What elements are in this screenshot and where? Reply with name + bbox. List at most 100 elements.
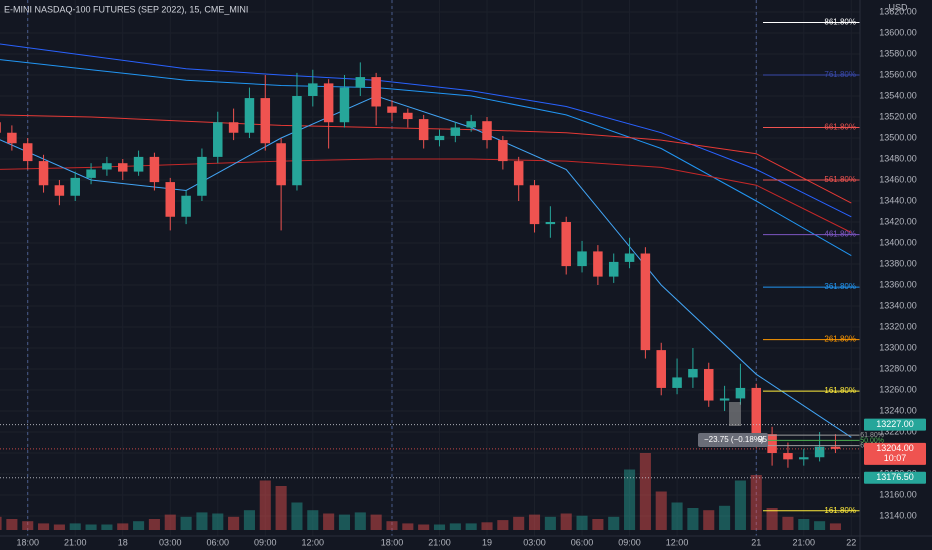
candle-body (7, 132, 17, 144)
y-tick-label: 13500.00 (879, 132, 917, 142)
candle-body (117, 163, 128, 172)
candle-body (276, 143, 286, 186)
fib-label: 50.00% (860, 437, 884, 444)
candle-body (529, 185, 540, 225)
volume-bar (687, 508, 699, 530)
x-tick-label: 12:00 (666, 537, 689, 547)
volume-bar (117, 523, 129, 530)
x-tick-label: 21:00 (64, 537, 87, 547)
volume-bar (544, 516, 556, 530)
y-tick-label: 13440.00 (879, 195, 917, 205)
candle-body (323, 83, 334, 123)
volume-bar (734, 480, 746, 530)
volume-bar (592, 519, 604, 530)
candle-body (593, 251, 603, 277)
volume-bar (85, 524, 97, 530)
volume-bar (513, 516, 525, 530)
y-tick-label: 13260.00 (879, 384, 917, 394)
x-tick-label: 12:00 (302, 537, 325, 547)
volume-bar (639, 453, 651, 530)
candle-body (577, 251, 587, 267)
volume-bar (164, 514, 176, 530)
x-tick-label: 09:00 (254, 537, 277, 547)
x-tick-label: 03:00 (523, 537, 546, 547)
price-badge-label: 13176.50 (876, 472, 914, 482)
candle-body (545, 222, 556, 225)
measure-tooltip (698, 433, 768, 447)
candle-body (767, 434, 777, 454)
x-tick-label: 18 (118, 537, 128, 547)
candle-body (434, 135, 445, 141)
y-tick-label: 13400.00 (879, 237, 917, 247)
candle-body (260, 98, 271, 144)
volume-bar (608, 516, 620, 530)
volume-bar (750, 475, 762, 530)
candle-body (86, 169, 96, 178)
fib-label: 261.80% (824, 335, 856, 344)
volume-bar (560, 513, 572, 530)
volume-bar (671, 502, 683, 530)
candle-body (244, 98, 255, 133)
fib-label: 761.80% (824, 70, 856, 79)
x-tick-label: 19 (482, 537, 492, 547)
volume-bar (798, 519, 810, 530)
fib-label: 861.80% (824, 18, 856, 27)
volume-bar (291, 502, 303, 530)
price-badge-sublabel: 10:07 (884, 453, 907, 463)
y-tick-label: 13220.00 (879, 426, 917, 436)
fib-label: 361.80% (824, 282, 856, 291)
y-tick-label: 13460.00 (879, 174, 917, 184)
volume-bar (53, 524, 65, 530)
volume-bar (354, 512, 366, 530)
candle-body (751, 387, 762, 435)
fib-label: 161.80% (824, 506, 856, 515)
volume-bar (703, 510, 715, 530)
volume-bar (433, 524, 446, 530)
candle-body (102, 163, 112, 170)
candle-body (672, 377, 682, 388)
y-tick-label: 13240.00 (879, 405, 917, 415)
candle-body (339, 87, 350, 123)
volume-bar (275, 486, 287, 530)
volume-bar (655, 491, 667, 530)
candle-body (466, 121, 476, 128)
candle-body (387, 106, 397, 113)
volume-bar (22, 521, 34, 530)
candle-body (703, 369, 714, 401)
y-tick-label: 13280.00 (879, 363, 917, 373)
candle-body (38, 161, 49, 186)
candle-body (228, 122, 239, 133)
volume-bar (449, 523, 461, 530)
volume-bar (101, 524, 113, 530)
candle-body (22, 143, 33, 162)
candle-body (608, 261, 619, 277)
y-tick-label: 13160.00 (879, 489, 917, 499)
y-tick-label: 13360.00 (879, 279, 917, 289)
candle-body (814, 446, 825, 458)
candle-body (482, 121, 492, 141)
volume-bar (481, 522, 493, 530)
candle-body (513, 161, 524, 186)
candle-body (0, 122, 1, 133)
volume-bar (528, 514, 541, 530)
y-tick-label: 13600.00 (879, 27, 917, 37)
chart-title: E-MINI NASDAQ-100 FUTURES (SEP 2022), 15… (4, 4, 248, 14)
candle-body (719, 398, 730, 401)
fib-label: 61.80% (860, 432, 884, 439)
x-tick-label: 21 (751, 537, 761, 547)
ma-line (0, 95, 852, 438)
volume-bar (782, 516, 794, 530)
ma-line (0, 43, 852, 218)
volume-bar (196, 512, 208, 530)
candle-body (830, 446, 841, 449)
candle-body (149, 156, 160, 183)
candle-body (735, 387, 746, 399)
volume-bar (624, 469, 636, 530)
candle-body (418, 119, 429, 141)
x-tick-label: 09:00 (618, 537, 641, 547)
price-badge (864, 418, 926, 431)
y-tick-label: 13420.00 (879, 216, 917, 226)
volume-bar (180, 516, 192, 530)
y-tick-label: 13320.00 (879, 321, 917, 331)
